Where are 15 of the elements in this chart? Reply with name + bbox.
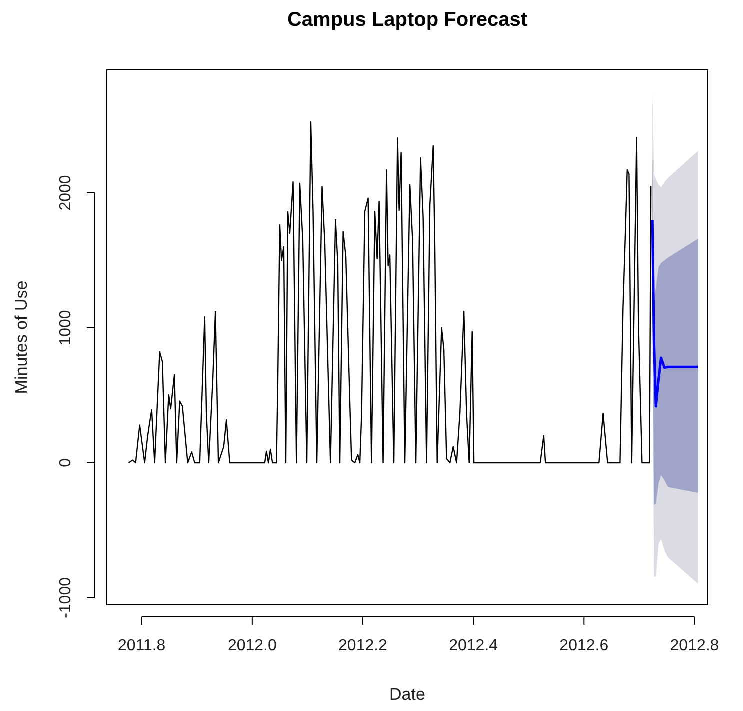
y-tick-label: 0 [58, 458, 75, 468]
y-tick-label: 1000 [58, 310, 75, 346]
line-series [128, 121, 652, 464]
x-tick-label: 2012.2 [338, 637, 388, 654]
x-tick-label: 2011.8 [118, 637, 166, 654]
x-tick-label: 2012.0 [228, 637, 277, 654]
x-tick-label: 2012.4 [449, 637, 498, 654]
y-axis-title: Minutes of Use [12, 280, 31, 394]
x-axis-title: Date [390, 685, 426, 704]
x-tick-label: 2012.6 [560, 637, 609, 654]
y-tick-label: -1000 [58, 577, 75, 618]
line-series [651, 218, 700, 408]
chart-title: Campus Laptop Forecast [287, 9, 528, 31]
x-tick-label: 2012.8 [670, 637, 720, 654]
y-tick-label: 2000 [58, 175, 75, 211]
